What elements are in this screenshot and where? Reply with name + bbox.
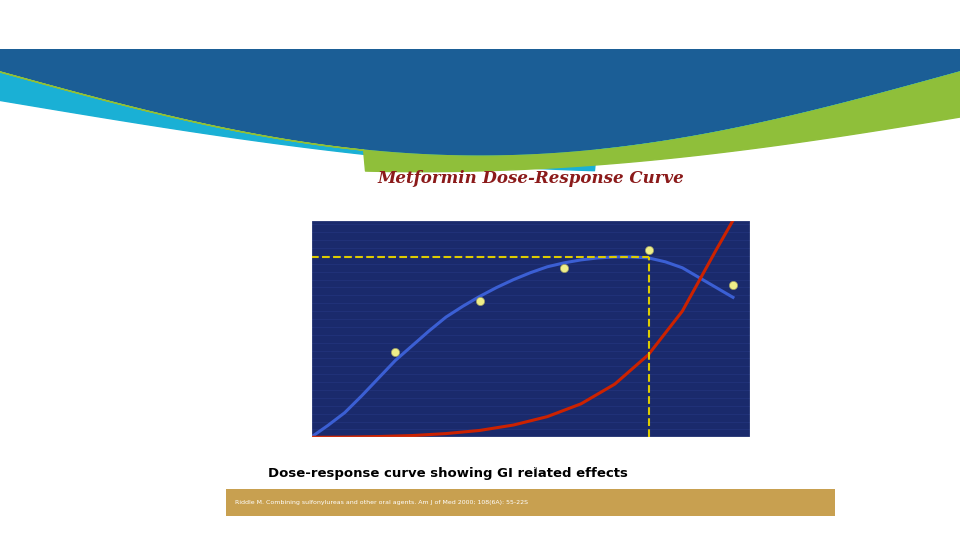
Point bbox=[641, 246, 657, 254]
Y-axis label: GI Distress Patients (%): GI Distress Patients (%) bbox=[773, 284, 782, 374]
Y-axis label: Reduction vs. placebo, HbA₁c (%): Reduction vs. placebo, HbA₁c (%) bbox=[277, 265, 286, 393]
Point bbox=[726, 280, 741, 289]
Point bbox=[388, 347, 403, 356]
X-axis label: Dose: Dose bbox=[517, 461, 543, 471]
Text: Metformin Dose-Response Curve: Metformin Dose-Response Curve bbox=[377, 170, 684, 187]
Text: Metformin Dose-Response Curve: Metformin Dose-Response Curve bbox=[29, 41, 466, 65]
Text: Riddle M. Combining sulfonylureas and other oral agents. Am J of Med 2000; 108(6: Riddle M. Combining sulfonylureas and ot… bbox=[235, 500, 528, 505]
Text: Dose-response curve showing GI related effects: Dose-response curve showing GI related e… bbox=[268, 467, 628, 480]
Point bbox=[557, 264, 572, 272]
Point bbox=[472, 297, 488, 306]
FancyBboxPatch shape bbox=[226, 489, 835, 516]
